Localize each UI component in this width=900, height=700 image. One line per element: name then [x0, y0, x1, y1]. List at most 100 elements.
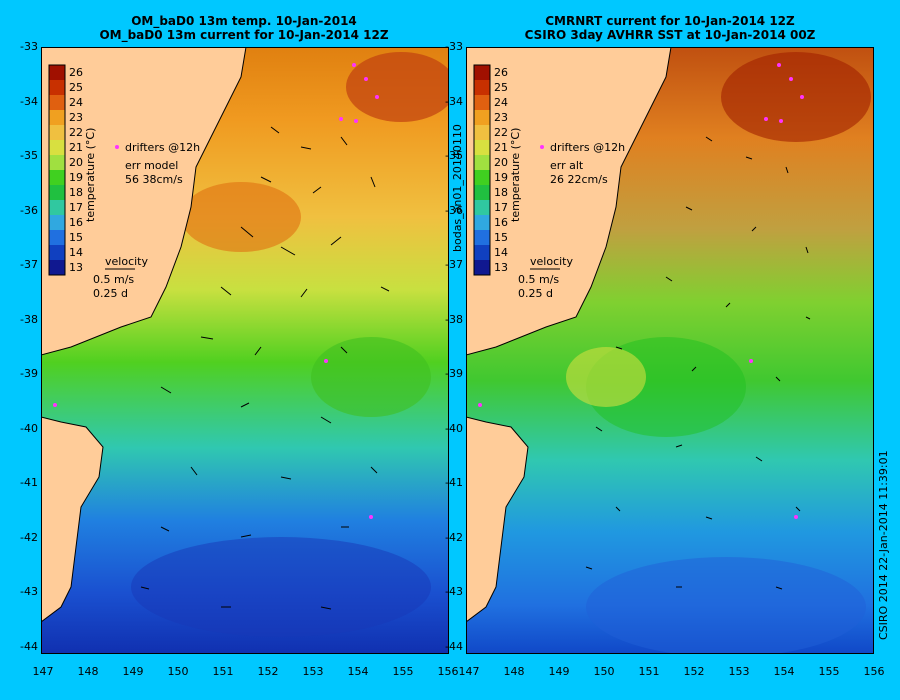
left-colorbar-swatch: [49, 245, 65, 260]
right-lat-tick-label: -44: [445, 639, 463, 653]
left-colorbar-swatch: [49, 80, 65, 95]
left-lon-tick-label: 156: [437, 665, 459, 678]
left-colorbar-frame: [48, 64, 66, 276]
right-colorbar-swatch: [474, 110, 490, 125]
left-lat-tick-label: -34: [20, 94, 38, 108]
right-colorbar-tick-label: 16: [494, 216, 508, 229]
left-colorbar-swatch: [49, 155, 65, 170]
right-velocity-label: velocity: [530, 255, 573, 268]
left-lat-tick-label: -40: [20, 421, 38, 435]
right-legend-label: temperature (°C): [509, 127, 522, 222]
left-colorbar-ticks: 26 25 24 23 22 21 20 19 18 17 16 15 14 13: [69, 66, 83, 274]
left-lon-tick-label: 151: [212, 665, 234, 678]
right-title: CMRNRT current for 10-Jan-2014 12Z CSIRO…: [460, 14, 880, 42]
right-colorbar-tick-label: 25: [494, 81, 508, 94]
left-lat-tick-label: -43: [20, 585, 38, 598]
left-colorbar-tick-label: 15: [69, 231, 83, 244]
right-lat-tick-label: -38: [445, 312, 463, 326]
right-lon-tick-label: 155: [818, 665, 840, 678]
left-colorbar-tick-label: 26: [69, 66, 83, 79]
right-velocity-speed: 0.5 m/s: [518, 273, 559, 286]
right-colorbar-tick-label: 19: [494, 171, 508, 184]
right-map-frame: [466, 47, 874, 654]
right-title-line2: CSIRO 3day AVHRR SST at 10-Jan-2014 00Z: [524, 28, 816, 42]
right-lat-tick-label: -36: [445, 203, 463, 217]
right-lon-tick-label: 148: [503, 665, 525, 678]
right-lat-tick-label: -33: [445, 40, 463, 53]
right-lon-tick-label: 151: [638, 665, 660, 678]
left-colorbar-tick-label: 14: [69, 246, 83, 259]
left-lon-tick-label: 155: [392, 665, 414, 678]
footer-label: CSIRO 2014 22-Jan-2014 11:39:01: [877, 450, 890, 640]
right-tasmania: [466, 416, 529, 623]
left-colorbar-swatch: [49, 170, 65, 185]
left-drifter-legend-icon: [115, 145, 119, 149]
left-colorbar-swatch: [49, 140, 65, 155]
left-colorbar-swatch: [49, 230, 65, 245]
left-colorbar: [48, 64, 66, 276]
left-colorbar-swatch: [49, 185, 65, 200]
left-lon-tick-label: 153: [302, 665, 324, 678]
right-lat-tick-label: -41: [445, 476, 463, 489]
right-title-line1: CMRNRT current for 10-Jan-2014 12Z: [545, 14, 795, 28]
left-legend-label: temperature (°C): [84, 127, 97, 222]
right-colorbar-swatch: [474, 215, 490, 230]
right-lon-tick-label: 147: [458, 665, 480, 678]
right-lat-tick-label: -40: [445, 421, 463, 435]
left-current-arrows: [140, 126, 390, 610]
right-mainland: [466, 47, 672, 356]
left-mainland: [41, 47, 247, 356]
left-velocity-days: 0.25 d: [93, 287, 128, 300]
left-tasmania: [41, 416, 104, 623]
right-lat-tick-label: -37: [445, 258, 463, 271]
right-colorbar-swatch: [474, 200, 490, 215]
right-colorbar-tick-label: 14: [494, 246, 508, 259]
right-map-panel: 26 25 24 23 22 21 20 19 18 17 16 15 14 13 drifters @1…: [466, 47, 874, 654]
right-colorbar-swatch: [474, 95, 490, 110]
right-colorbar-swatch: [474, 260, 490, 275]
left-lat-tick-label: -42: [20, 530, 38, 544]
right-colorbar-swatch: [474, 125, 490, 140]
right-lon-tick-label: 153: [728, 665, 750, 678]
right-err-label: err alt: [550, 159, 584, 172]
right-lon-tick-label: 154: [773, 665, 795, 678]
left-colorbar-swatch: [49, 260, 65, 275]
right-colorbar-tick-label: 18: [494, 186, 508, 199]
left-colorbar-tick-label: 20: [69, 156, 83, 169]
left-lon-tick-label: 148: [77, 665, 99, 678]
right-colorbar-swatch: [474, 170, 490, 185]
right-colorbar-tick-label: 21: [494, 141, 508, 154]
right-lon-tick-label: 156: [863, 665, 885, 678]
left-colorbar-tick-label: 19: [69, 171, 83, 184]
right-colorbar-swatch: [474, 185, 490, 200]
left-lat-tick-label: -35: [20, 149, 38, 162]
left-lat-tick-label: -38: [20, 312, 38, 326]
right-colorbar-swatch: [474, 245, 490, 260]
left-title: OM_baD0 13m temp. 10-Jan-2014 OM_baD0 13…: [34, 14, 454, 42]
left-drifter-dots: [53, 63, 379, 519]
left-colorbar-swatch: [49, 125, 65, 140]
left-title-line1: OM_baD0 13m temp. 10-Jan-2014: [131, 14, 357, 28]
right-colorbar-swatch: [474, 65, 490, 80]
left-colorbar-tick-label: 18: [69, 186, 83, 199]
right-lat-tick-label: -42: [445, 530, 463, 544]
left-colorbar-tick-label: 17: [69, 201, 83, 214]
left-colorbar-tick-label: 23: [69, 111, 83, 124]
left-colorbar-tick-label: 25: [69, 81, 83, 94]
left-lat-tick-label: -37: [20, 258, 38, 271]
left-lon-tick-label: 147: [32, 665, 54, 678]
left-lat-tick-label: -39: [20, 367, 38, 380]
right-colorbar-tick-label: 15: [494, 231, 508, 244]
right-lat-tick-label: -39: [445, 367, 463, 380]
right-map-svg: 26 25 24 23 22 21 20 19 18 17 16 15 14 13 drifters @1…: [466, 47, 874, 654]
right-err-values: 26 22cm/s: [550, 173, 608, 186]
left-lat-tick-label: -44: [20, 639, 38, 653]
left-colorbar-swatch: [49, 95, 65, 110]
left-map-frame: [41, 47, 449, 654]
right-colorbar-swatch: [474, 140, 490, 155]
left-lon-tick-label: 152: [257, 665, 279, 678]
right-colorbar-tick-label: 17: [494, 201, 508, 214]
left-colorbar-swatch: [49, 65, 65, 80]
right-lon-tick-label: 152: [683, 665, 705, 678]
right-drifter-dots: [478, 63, 804, 519]
